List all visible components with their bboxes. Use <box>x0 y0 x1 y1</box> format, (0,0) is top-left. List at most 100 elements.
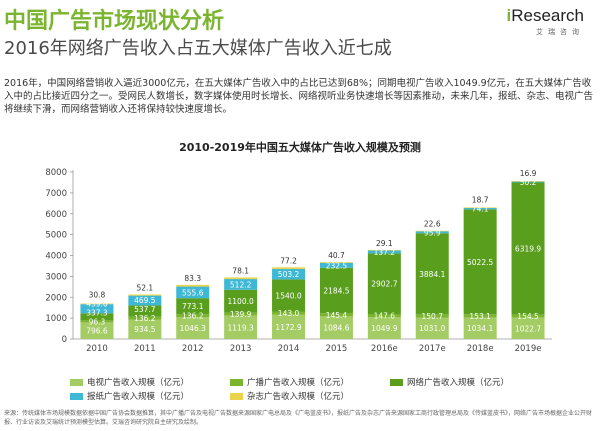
data-label-tv: 1049.9 <box>371 324 397 333</box>
bar-segment-tv <box>415 317 449 339</box>
x-tick-label: 2014 <box>278 344 300 354</box>
bar-segment-tv <box>319 316 353 339</box>
bar-segment-radio <box>128 316 162 320</box>
y-tick-label: 7000 <box>45 189 67 199</box>
legend-label-tv: 电视广告收入规模（亿元） <box>87 378 190 388</box>
y-tick-label: 4000 <box>45 252 67 262</box>
data-label-magazine: 40.7 <box>328 251 345 260</box>
bar-segment-tv <box>176 317 210 339</box>
data-label-radio: 145.4 <box>326 311 348 320</box>
bar-segment-newspaper <box>80 304 114 314</box>
source-note: 来源：传统媒体市场规模数据依据中国广告协会数据推算，其中广播广告及电视广告数据来… <box>4 410 593 426</box>
bar-segment-radio <box>176 314 210 318</box>
bar-segment-tv <box>511 317 545 339</box>
bar-segment-internet <box>272 279 306 312</box>
data-label-tv: 1022.7 <box>515 324 541 333</box>
x-tick-label: 2010 <box>86 344 108 354</box>
data-label-radio: 143.0 <box>278 309 300 318</box>
bar-segment-internet <box>176 298 210 315</box>
x-tick-label: 2018e <box>467 344 494 354</box>
data-label-tv: 1031.0 <box>419 324 445 333</box>
data-label-newspaper: 95.9 <box>424 228 441 237</box>
x-tick-label: 2012 <box>182 344 204 354</box>
y-tick-label: 3000 <box>45 272 67 282</box>
data-label-internet: 2902.7 <box>371 280 397 289</box>
data-label-radio: 136.2 <box>182 312 204 321</box>
bar-segment-internet <box>463 209 497 315</box>
data-label-tv: 1172.9 <box>275 323 301 332</box>
y-tick-label: 6000 <box>45 210 67 220</box>
y-tick-label: 8000 <box>45 168 67 178</box>
bar-segment-newspaper <box>415 231 449 234</box>
bar-segment-internet <box>319 267 353 314</box>
bar-segment-newspaper <box>463 207 497 210</box>
bar-segment-magazine <box>415 230 449 232</box>
bar-segment-magazine <box>272 267 306 269</box>
logo-wordmark: Research <box>511 6 584 25</box>
bar-segment-radio <box>272 311 306 315</box>
data-label-newspaper: 137.2 <box>374 248 396 257</box>
page-subtitle: 2016年网络广告收入占五大媒体广告收入近七成 <box>4 38 392 59</box>
legend-label-magazine: 杂志广告收入规模（亿元） <box>247 392 350 402</box>
data-label-magazine: 16.9 <box>520 169 537 178</box>
bar-segment-tv <box>128 319 162 339</box>
x-tick-label: 2019e <box>515 344 542 354</box>
data-label-radio: 147.6 <box>374 312 396 321</box>
y-tick-label: 2000 <box>45 293 67 303</box>
data-label-magazine: 78.1 <box>232 266 249 275</box>
data-label-internet: 1100.0 <box>228 297 254 306</box>
legend-item-radio: 广播广告收入规模（亿元） <box>230 376 349 388</box>
bar-segment-radio <box>224 312 258 316</box>
x-tick-label: 2015 <box>326 344 348 354</box>
y-tick-label: 0 <box>62 335 67 345</box>
bar-segment-internet <box>128 305 162 317</box>
data-label-newspaper: 555.6 <box>182 288 204 297</box>
data-label-internet: 3884.1 <box>419 270 445 279</box>
bar-segment-magazine <box>463 207 497 209</box>
chart-title: 2010-2019年中国五大媒体广告收入规模及预测 <box>179 141 421 154</box>
legend-label-internet: 网络广告收入规模（亿元） <box>407 378 510 388</box>
data-label-radio: 154.5 <box>517 312 539 321</box>
y-tick-label: 5000 <box>45 231 67 241</box>
data-label-magazine: 22.6 <box>424 219 441 228</box>
data-label-internet: 6319.9 <box>515 244 541 253</box>
data-label-internet: 537.7 <box>134 305 156 314</box>
data-label-radio: 96.3 <box>89 317 106 326</box>
bar-segment-radio <box>415 314 449 318</box>
bar-segment-newspaper <box>272 268 306 280</box>
legend-item-magazine: 杂志广告收入规模（亿元） <box>230 390 349 402</box>
data-label-newspaper: 512.2 <box>230 280 252 289</box>
bar-segment-internet <box>224 289 258 313</box>
legend-item-newspaper: 报纸广告收入规模（亿元） <box>70 390 189 402</box>
bar-segment-newspaper <box>319 262 353 268</box>
bar-segment-magazine <box>367 249 401 251</box>
data-label-newspaper: 232.5 <box>326 261 348 270</box>
data-label-tv: 1119.3 <box>228 323 254 332</box>
data-label-tv: 934.5 <box>134 325 156 334</box>
bar-segment-newspaper <box>176 286 210 299</box>
bar-segment-magazine <box>511 181 545 182</box>
bar-segment-newspaper <box>511 181 545 183</box>
data-label-newspaper: 469.5 <box>134 296 156 305</box>
bar-segment-tv <box>272 314 306 339</box>
bar-segment-internet <box>80 313 114 321</box>
legend-swatch-newspaper <box>70 392 83 400</box>
bar-segment-magazine <box>224 277 258 280</box>
data-label-internet: 337.3 <box>86 308 108 317</box>
data-label-tv: 796.6 <box>86 327 108 336</box>
bar-segment-radio <box>511 314 545 318</box>
data-label-internet: 2184.5 <box>323 287 349 296</box>
x-tick-label: 2016e <box>371 344 398 354</box>
iresearch-logo: iResearch 艾瑞咨询 <box>507 6 585 37</box>
legend-item-tv: 电视广告收入规模（亿元） <box>70 376 189 388</box>
x-tick-label: 2017e <box>419 344 446 354</box>
data-label-tv: 1084.6 <box>323 324 349 333</box>
legend-swatch-internet <box>390 378 403 386</box>
summary-paragraph: 2016年，中国网络营销收入逼近3000亿元，在五大媒体广告收入中的占比已达到6… <box>4 78 594 115</box>
legend-swatch-tv <box>70 378 83 386</box>
logo-subtitle: 艾瑞咨询 <box>536 28 584 36</box>
data-label-magazine: 77.2 <box>280 256 297 265</box>
data-label-radio: 150.7 <box>422 312 444 321</box>
data-label-internet: 773.1 <box>182 302 204 311</box>
